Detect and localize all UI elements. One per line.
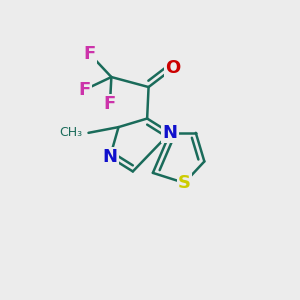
Text: CH₃: CH₃	[60, 126, 83, 139]
Text: F: F	[78, 81, 90, 99]
Text: N: N	[102, 148, 117, 166]
Text: F: F	[84, 45, 96, 63]
Text: N: N	[163, 124, 178, 142]
Text: F: F	[104, 95, 116, 113]
Text: O: O	[165, 59, 181, 77]
Text: S: S	[178, 174, 191, 192]
